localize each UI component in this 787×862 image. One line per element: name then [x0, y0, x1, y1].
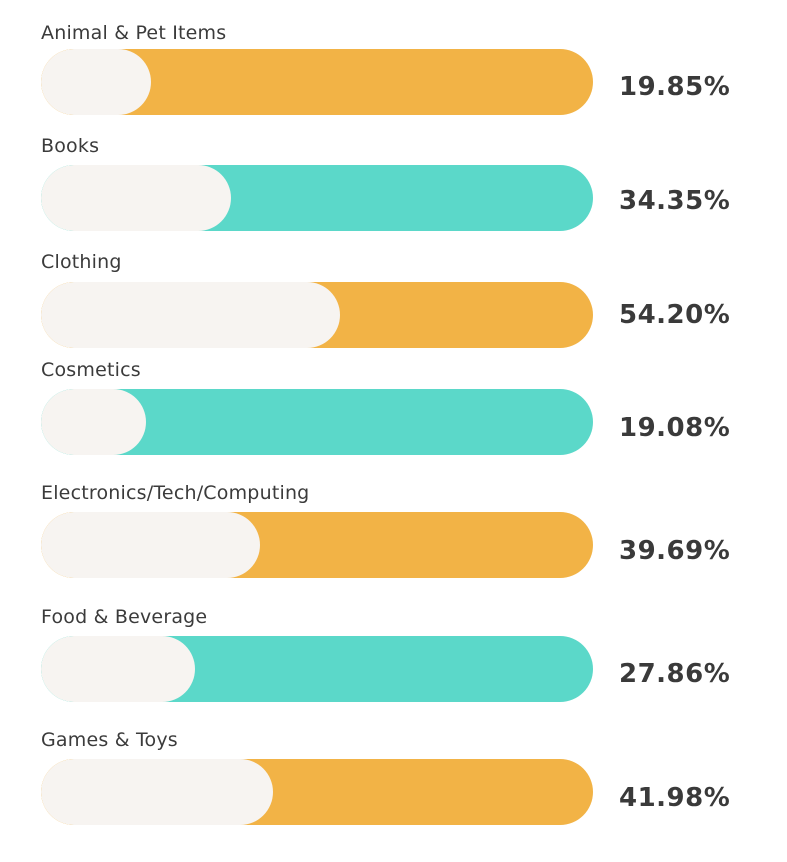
category-label: Cosmetics	[41, 359, 141, 381]
percent-value: 39.69%	[619, 536, 731, 566]
bar-track	[41, 49, 593, 115]
bar-fill	[41, 282, 341, 348]
percent-value: 19.08%	[619, 413, 731, 443]
category-label: Games & Toys	[41, 729, 178, 751]
bar-track	[41, 636, 593, 702]
bar-track	[41, 389, 593, 455]
percent-value: 19.85%	[619, 72, 731, 102]
percent-value: 41.98%	[619, 783, 731, 813]
bar-track	[41, 512, 593, 578]
bar-fill	[41, 389, 147, 455]
bar-fill	[41, 512, 261, 578]
bar-track	[41, 165, 593, 231]
category-label: Electronics/Tech/Computing	[41, 482, 310, 504]
category-label: Food & Beverage	[41, 606, 208, 628]
bar-fill	[41, 636, 195, 702]
bar-fill	[41, 49, 151, 115]
category-label: Animal & Pet Items	[41, 22, 227, 44]
percent-value: 34.35%	[619, 186, 731, 216]
category-label: Clothing	[41, 251, 122, 273]
percent-value: 54.20%	[619, 300, 731, 330]
bar-track	[41, 282, 593, 348]
category-label: Books	[41, 135, 100, 157]
bar-fill	[41, 759, 273, 825]
bar-track	[41, 759, 593, 825]
percent-value: 27.86%	[619, 659, 731, 689]
bar-fill	[41, 165, 231, 231]
